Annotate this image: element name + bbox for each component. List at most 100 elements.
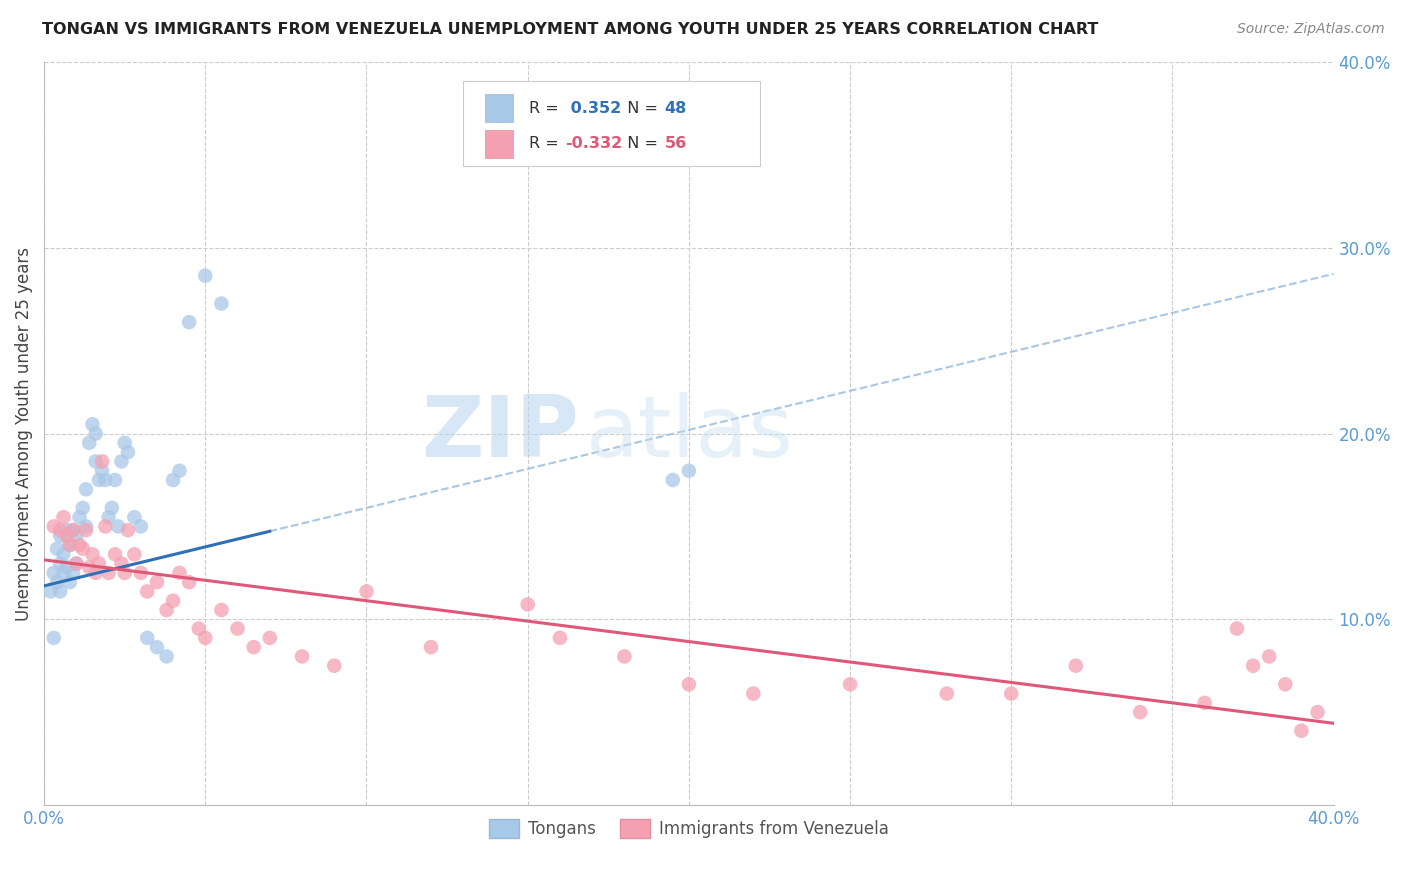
Point (46, 575, 69, 590)
Point (65, 557, 87, 571)
Point (661, 473, 683, 487)
Point (156, 649, 179, 664)
Point (104, 473, 127, 487)
Point (420, 640, 443, 655)
Point (613, 649, 636, 664)
Point (75, 519, 97, 533)
Point (52, 510, 75, 524)
Point (52, 547, 75, 561)
Text: -0.332: -0.332 (565, 136, 623, 152)
Point (179, 575, 201, 590)
Point (55, 560, 77, 574)
Point (91, 464, 114, 478)
Point (107, 519, 129, 533)
Point (62, 523, 84, 537)
Point (101, 500, 124, 515)
Point (1000, 687, 1022, 701)
Point (117, 523, 139, 537)
Point (69, 510, 91, 524)
Point (72, 500, 94, 515)
Text: 0.352: 0.352 (565, 101, 621, 116)
Point (55, 523, 77, 537)
Text: R =: R = (529, 101, 564, 116)
Point (42, 566, 65, 580)
Point (75, 523, 97, 537)
Point (59, 538, 82, 552)
Point (1274, 677, 1296, 691)
Point (162, 593, 184, 607)
Point (209, 603, 232, 617)
Point (162, 473, 184, 487)
Point (62, 566, 84, 580)
Point (1194, 696, 1216, 710)
Text: 56: 56 (665, 136, 686, 152)
Text: N =: N = (617, 101, 662, 116)
Point (242, 640, 264, 655)
Point (136, 631, 159, 645)
Point (678, 464, 700, 478)
Point (129, 566, 152, 580)
Point (259, 631, 281, 645)
Point (55, 529, 77, 543)
Text: ZIP: ZIP (422, 392, 579, 475)
Bar (485, 129, 513, 158)
Point (1258, 649, 1281, 664)
Point (291, 649, 314, 664)
Point (194, 631, 217, 645)
Point (65, 557, 87, 571)
Point (52, 566, 75, 580)
Text: Source: ZipAtlas.com: Source: ZipAtlas.com (1237, 22, 1385, 37)
Point (94, 473, 117, 487)
Point (104, 547, 127, 561)
Point (84, 426, 107, 441)
Point (146, 575, 169, 590)
Point (42, 631, 65, 645)
Point (59, 538, 82, 552)
Point (117, 445, 139, 459)
Point (77, 435, 100, 450)
Point (49, 523, 72, 537)
Point (356, 584, 378, 599)
Point (124, 547, 146, 561)
Text: N =: N = (617, 136, 662, 152)
Text: 48: 48 (665, 101, 686, 116)
Point (110, 557, 132, 571)
Point (179, 315, 201, 329)
Point (839, 677, 862, 691)
Point (84, 566, 107, 580)
Point (114, 435, 136, 450)
Point (226, 622, 249, 636)
Point (49, 529, 72, 543)
Text: R =: R = (529, 136, 564, 152)
Text: atlas: atlas (586, 392, 794, 475)
Point (84, 454, 107, 468)
Point (114, 566, 136, 580)
Point (65, 529, 87, 543)
Point (91, 454, 114, 468)
Point (1291, 723, 1313, 738)
Point (194, 268, 217, 283)
Point (1129, 705, 1152, 719)
Point (146, 640, 169, 655)
Point (935, 687, 957, 701)
Point (1306, 705, 1329, 719)
Legend: Tongans, Immigrants from Venezuela: Tongans, Immigrants from Venezuela (482, 813, 896, 845)
Point (46, 541, 69, 556)
Point (1064, 658, 1087, 673)
Point (169, 464, 191, 478)
Point (69, 538, 91, 552)
Point (516, 598, 538, 612)
Point (169, 566, 191, 580)
Point (136, 584, 159, 599)
Point (129, 519, 152, 533)
Point (1226, 622, 1249, 636)
Point (62, 523, 84, 537)
Point (42, 519, 65, 533)
Point (97, 566, 120, 580)
Point (209, 296, 232, 310)
Point (77, 560, 100, 574)
Bar (485, 94, 513, 122)
Point (82, 417, 104, 432)
Point (75, 483, 97, 497)
Point (49, 557, 72, 571)
